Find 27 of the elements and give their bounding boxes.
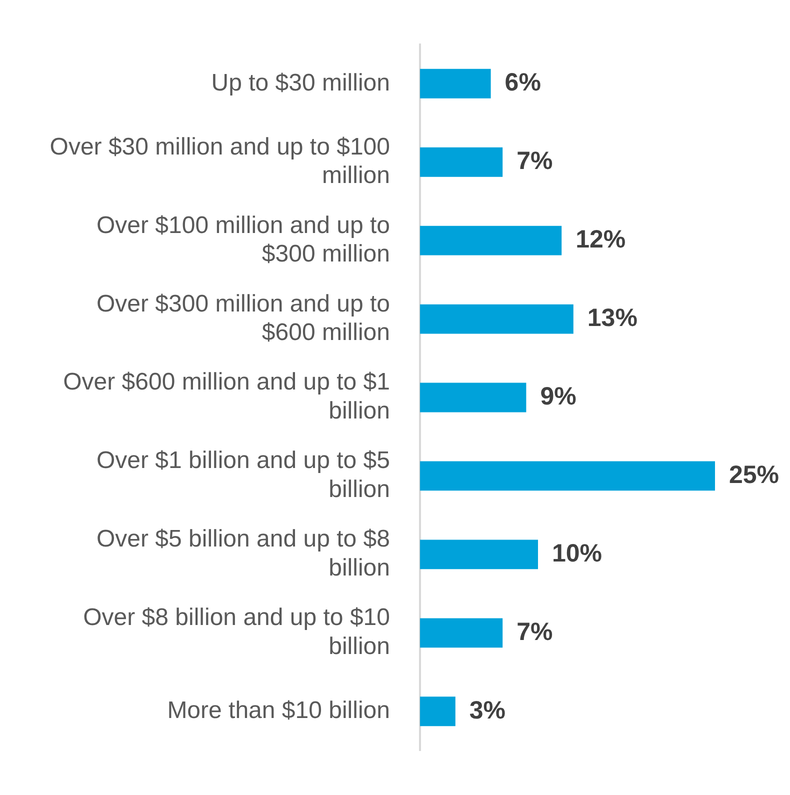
- data-label: 7%: [516, 618, 553, 646]
- data-label: 13%: [587, 304, 638, 332]
- y-tick-label: Over $30 million and up to $100 million: [50, 133, 390, 190]
- bar: [420, 147, 503, 177]
- data-label: 25%: [729, 460, 780, 489]
- bar: [420, 382, 526, 412]
- bar: [420, 226, 562, 256]
- data-label: 6%: [504, 68, 541, 97]
- bar: [420, 696, 456, 726]
- data-label: 9%: [540, 382, 576, 410]
- y-tick-label: Over $5 billion and up to $8 billion: [96, 526, 390, 582]
- y-tick-label: Over $8 billion and up to $10 billion: [83, 604, 390, 660]
- data-label: 10%: [552, 539, 602, 568]
- data-label: 3%: [469, 696, 506, 724]
- y-tick-label: More than $10 billion: [167, 696, 390, 724]
- data-label: 12%: [576, 225, 626, 254]
- bar: [420, 461, 715, 491]
- y-tick-label: Over $100 million and up to $300 million: [96, 212, 390, 268]
- bar: [420, 68, 491, 98]
- bar: [420, 618, 503, 648]
- y-tick-label: Up to $30 million: [211, 69, 390, 96]
- y-tick-label: Over $300 million and up to $600 million: [96, 290, 390, 346]
- y-tick-label: Over $600 million and up to $1 billion: [63, 368, 390, 425]
- bar: [420, 304, 574, 334]
- data-label: 7%: [516, 146, 553, 175]
- bar: [420, 540, 538, 570]
- y-tick-label: Over $1 billion and up to $5 billion: [96, 447, 390, 503]
